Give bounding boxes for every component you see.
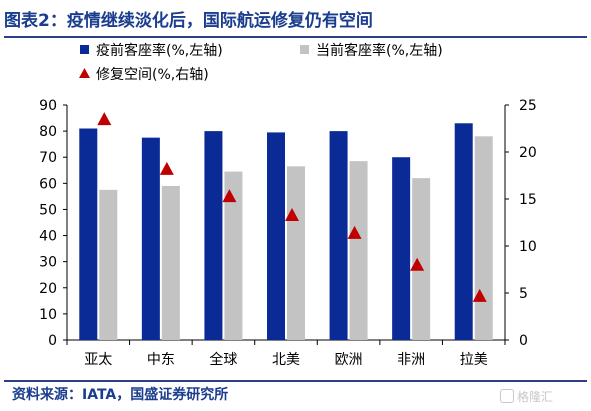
legend-swatch	[300, 45, 309, 54]
y-right-tick-label: 5	[519, 286, 528, 302]
title-divider	[4, 36, 587, 38]
bar-current	[412, 178, 431, 340]
x-tick-label: 北美	[272, 352, 300, 368]
bar-current	[224, 171, 243, 340]
source-note: 资料来源：IATA，国盛证券研究所	[12, 387, 229, 403]
bar-current	[349, 161, 368, 340]
y-right-tick-label: 0	[519, 333, 528, 349]
legend-swatch	[80, 45, 89, 54]
bar-pre-pandemic	[454, 123, 473, 341]
chart: 疫前客座率(%,左轴) 当前客座率(%,左轴) 修复空间(%,右轴) 0 10 20 30…	[39, 42, 537, 368]
x-tick-label: 中东	[147, 352, 175, 368]
footer-divider	[4, 380, 587, 382]
watermark-text: 格隆汇	[517, 390, 554, 404]
y-right-tick-label: 10	[519, 239, 537, 255]
y-right-tick-label: 15	[519, 192, 537, 208]
watermark-logo-icon	[500, 389, 514, 403]
bar-current	[99, 189, 118, 340]
y-left-tick-label: 70	[39, 150, 57, 166]
plot-area	[79, 112, 493, 341]
watermark: 格隆汇	[500, 388, 553, 405]
marker-recovery-space	[410, 257, 425, 271]
bar-pre-pandemic	[79, 128, 98, 340]
x-tick-label: 全球	[209, 351, 237, 368]
x-tick-label: 亚太	[84, 352, 112, 368]
y-left-tick-label: 60	[39, 176, 57, 192]
bar-pre-pandemic	[329, 131, 348, 340]
marker-recovery-space	[159, 161, 174, 175]
marker-recovery-space	[472, 288, 487, 302]
y-left-tick-label: 10	[39, 307, 57, 323]
bar-current	[161, 185, 180, 340]
y-left-tick-label: 40	[39, 229, 57, 245]
y-left-tick-label: 20	[39, 281, 57, 297]
marker-recovery-space	[347, 225, 362, 239]
y-left-tick-label: 30	[39, 255, 57, 271]
legend-label: 当前客座率(%,左轴)	[316, 42, 443, 59]
marker-recovery-space	[285, 207, 299, 221]
legend-label: 修复空间(%,右轴)	[96, 66, 209, 83]
bar-current	[287, 166, 305, 340]
bar-pre-pandemic	[267, 132, 285, 340]
y-right-tick-label: 20	[519, 145, 537, 161]
y-left-tick-label: 90	[39, 98, 57, 114]
bar-current	[474, 136, 493, 340]
x-tick-label: 欧洲	[335, 352, 363, 368]
y-left-tick-label: 80	[39, 124, 57, 140]
x-tick-label: 非洲	[397, 352, 425, 368]
marker-recovery-space	[222, 189, 237, 203]
legend-swatch	[79, 68, 90, 78]
axes: 0 10 20 30 40 50 60 70 80 90 0 5 10 15 20 25 亚太 中东 全球 北美 欧洲 非…	[39, 98, 537, 368]
bar-pre-pandemic	[204, 131, 223, 340]
bar-pre-pandemic	[392, 157, 411, 340]
y-left-tick-label: 0	[48, 333, 57, 349]
legend: 疫前客座率(%,左轴) 当前客座率(%,左轴) 修复空间(%,右轴)	[79, 42, 443, 83]
marker-recovery-space	[97, 112, 112, 126]
y-left-tick-label: 50	[39, 202, 57, 218]
x-tick-label: 拉美	[460, 352, 488, 368]
bar-pre-pandemic	[141, 137, 160, 340]
chart-title: 图表2：疫情继续淡化后，国际航运修复仍有空间	[4, 11, 373, 31]
legend-label: 疫前客座率(%,左轴)	[96, 42, 223, 59]
y-right-tick-label: 25	[519, 98, 537, 114]
